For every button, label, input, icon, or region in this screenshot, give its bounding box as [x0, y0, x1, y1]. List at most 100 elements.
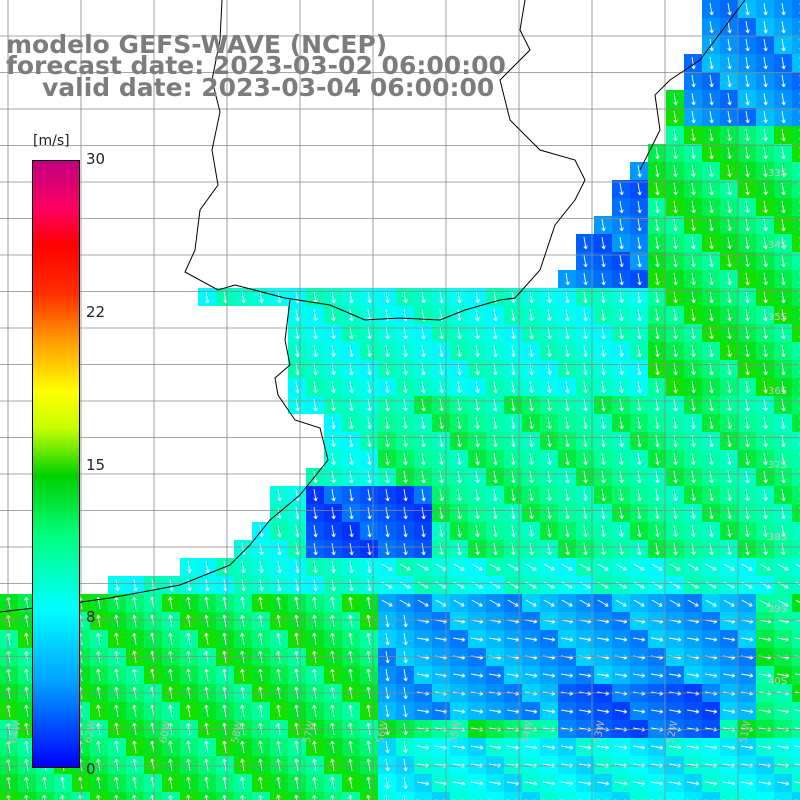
wind-arrow	[276, 632, 281, 645]
wind-arrow	[276, 704, 281, 717]
wind-arrow	[727, 165, 732, 178]
wind-arrow	[348, 650, 353, 663]
wind-arrow	[727, 129, 732, 142]
wind-arrow	[24, 776, 29, 789]
wind-arrow	[763, 201, 768, 214]
wind-arrow	[439, 507, 444, 520]
wind-arrow	[655, 363, 660, 376]
wind-arrow	[637, 309, 642, 322]
wind-arrow	[132, 794, 137, 800]
wind-arrow	[579, 745, 592, 750]
wind-arrow	[655, 327, 660, 340]
wind-arrow	[417, 637, 430, 642]
wind-arrow	[547, 417, 552, 430]
wind-arrow	[745, 309, 750, 322]
wind-arrow	[781, 489, 786, 502]
wind-cell	[792, 702, 800, 720]
wind-arrow	[475, 453, 480, 466]
wind-arrow	[601, 471, 606, 484]
wind-arrow	[727, 327, 732, 340]
wind-arrow	[619, 345, 624, 358]
wind-arrow	[781, 345, 786, 358]
wind-arrow	[493, 327, 498, 340]
wind-arrow	[385, 417, 390, 430]
wind-arrow	[691, 525, 696, 538]
wind-arrow	[132, 650, 137, 663]
wind-arrow	[331, 417, 336, 430]
wind-cell	[792, 18, 800, 36]
wind-arrow	[741, 673, 754, 678]
wind-arrow	[687, 581, 699, 589]
wind-arrow	[525, 745, 538, 750]
wind-arrow	[312, 596, 317, 609]
wind-arrow	[114, 740, 119, 753]
wind-arrow	[186, 632, 191, 645]
wind-arrow	[222, 614, 227, 627]
wind-arrow	[597, 563, 609, 571]
wind-arrow	[24, 632, 29, 645]
wind-arrow	[330, 794, 335, 800]
wind-arrow	[240, 668, 245, 681]
wind-arrow	[132, 722, 137, 735]
wind-arrow	[669, 599, 681, 607]
wind-arrow	[619, 273, 624, 286]
wind-arrow	[453, 563, 465, 571]
wind-arrow	[709, 327, 714, 340]
wind-arrow	[637, 273, 642, 286]
wind-arrow	[691, 417, 696, 430]
wind-arrow	[543, 599, 555, 607]
wind-arrow	[295, 309, 300, 322]
wind-arrow	[763, 417, 768, 430]
wind-arrow	[399, 563, 411, 571]
wind-cell	[792, 216, 800, 234]
wind-arrow	[258, 758, 263, 771]
wind-arrow	[763, 327, 768, 340]
wind-arrow	[204, 704, 209, 717]
wind-arrow	[421, 471, 426, 484]
wind-arrow	[511, 345, 516, 358]
wind-arrow	[457, 417, 462, 430]
wind-arrow	[186, 596, 191, 609]
wind-arrow	[417, 563, 429, 571]
wind-arrow	[330, 596, 335, 609]
wind-arrow	[619, 219, 624, 232]
wind-arrow	[745, 183, 750, 196]
wind-arrow	[745, 525, 750, 538]
wind-arrow	[331, 327, 336, 340]
wind-arrow	[763, 291, 768, 304]
wind-arrow	[24, 596, 29, 609]
wind-arrow	[417, 781, 430, 786]
wind-arrow	[330, 722, 335, 735]
wind-arrow	[367, 327, 372, 340]
wind-arrow	[673, 543, 678, 556]
wind-cell	[756, 792, 774, 800]
wind-arrow	[763, 93, 768, 106]
wind-arrow	[745, 57, 750, 70]
wind-arrow	[795, 691, 800, 694]
wind-arrow	[259, 291, 264, 304]
wind-arrow	[583, 327, 588, 340]
wind-arrow	[331, 345, 336, 358]
wind-arrow	[186, 722, 191, 735]
wind-cell	[792, 252, 800, 270]
wind-arrow	[777, 709, 790, 714]
wind-arrow	[597, 709, 610, 714]
wind-arrow	[42, 776, 47, 789]
wind-arrow	[349, 579, 354, 592]
wind-arrow	[691, 75, 696, 88]
wind-arrow	[453, 673, 466, 678]
wind-arrow	[741, 637, 754, 642]
wind-arrow	[547, 327, 552, 340]
wind-arrow	[258, 668, 263, 681]
wind-arrow	[583, 363, 588, 376]
wind-arrow	[331, 453, 336, 466]
wind-arrow	[385, 633, 390, 646]
wind-arrow	[385, 669, 390, 682]
wind-arrow	[385, 327, 390, 340]
wind-arrow	[331, 309, 336, 322]
wind-arrow	[348, 722, 353, 735]
wind-arrow	[781, 129, 786, 142]
wind-arrow	[745, 507, 750, 520]
wind-arrow	[781, 381, 786, 394]
wind-arrow	[709, 3, 714, 16]
